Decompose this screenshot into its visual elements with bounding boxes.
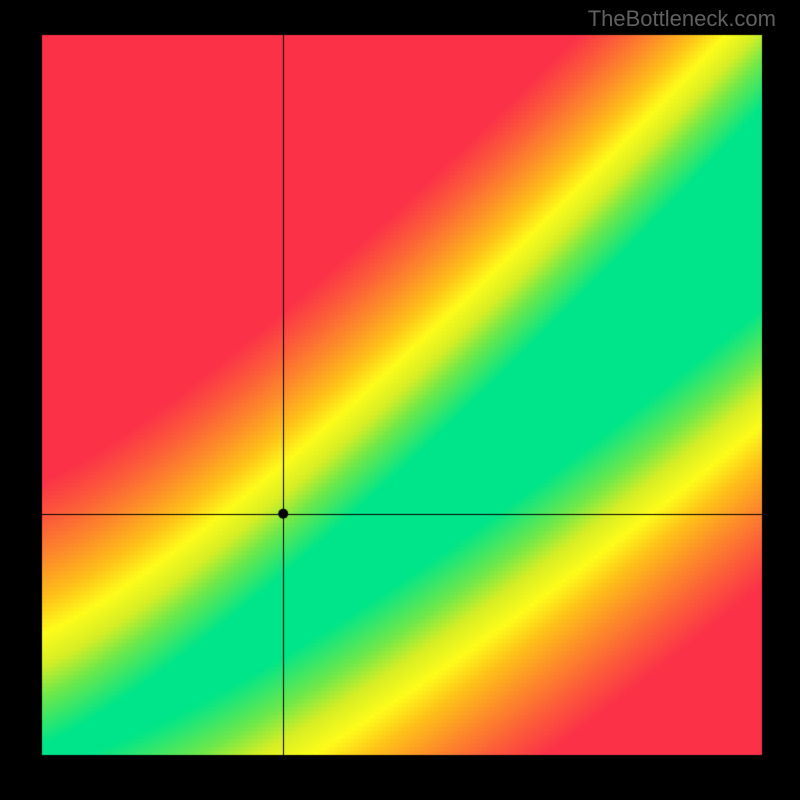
heatmap-canvas xyxy=(0,0,800,800)
watermark-text: TheBottleneck.com xyxy=(588,6,776,32)
chart-container: TheBottleneck.com xyxy=(0,0,800,800)
